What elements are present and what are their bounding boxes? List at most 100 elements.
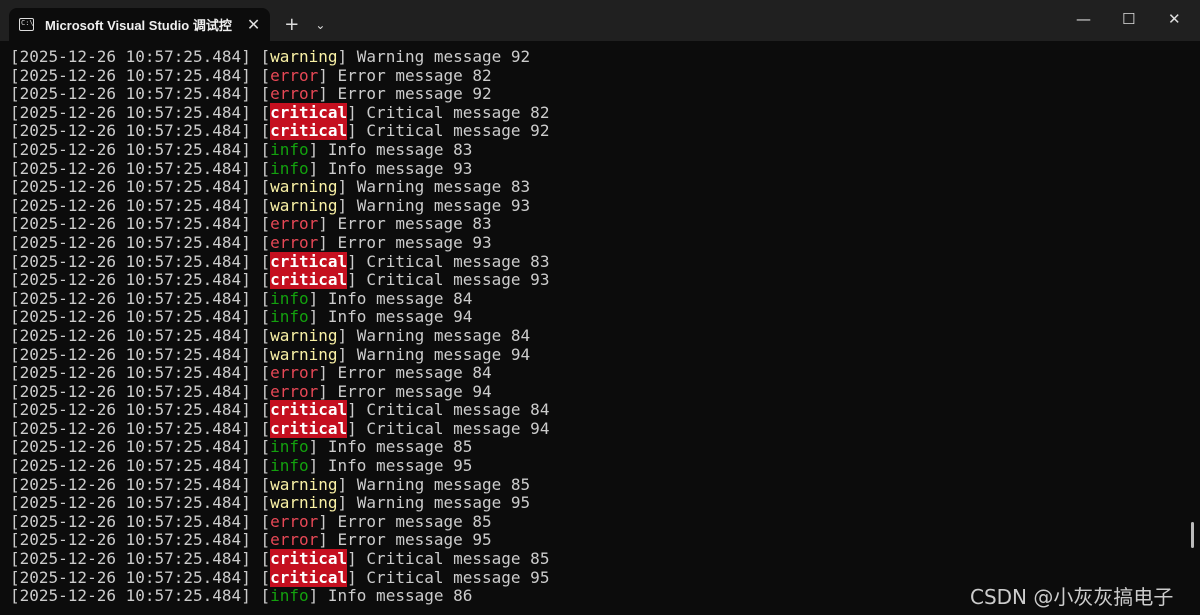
timestamp: [2025-12-26 10:57:25.484] [ [10, 158, 271, 178]
log-line: [2025-12-26 10:57:25.484] [info] Info me… [10, 307, 473, 327]
tab-debug-console[interactable]: C:\ Microsoft Visual Studio 调试控 ✕ [9, 8, 271, 41]
log-line: [2025-12-26 10:57:25.484] [warning] Warn… [10, 195, 531, 215]
level-info: info [270, 307, 309, 327]
level-critical: critical [270, 400, 348, 420]
log-message: Info message 86 [327, 586, 473, 606]
log-line: [2025-12-26 10:57:25.484] [error] Error … [10, 65, 492, 85]
log-message: Error message 84 [337, 363, 492, 383]
timestamp: [2025-12-26 10:57:25.484] [ [10, 307, 271, 327]
log-message: Info message 95 [327, 456, 473, 476]
tab-close-icon[interactable]: ✕ [246, 15, 261, 34]
level-critical: critical [270, 251, 348, 271]
minimize-button[interactable]: — [1076, 10, 1091, 28]
timestamp: [2025-12-26 10:57:25.484] [ [10, 139, 271, 159]
level-warning: warning [270, 195, 338, 215]
level-critical: critical [270, 549, 348, 569]
timestamp: [2025-12-26 10:57:25.484] [ [10, 549, 271, 569]
log-message: Critical message 92 [366, 121, 550, 141]
timestamp: [2025-12-26 10:57:25.484] [ [10, 84, 271, 104]
log-line: [2025-12-26 10:57:25.484] [critical] Cri… [10, 549, 550, 569]
level-warning: warning [270, 344, 338, 364]
timestamp: [2025-12-26 10:57:25.484] [ [10, 437, 271, 457]
log-line: [2025-12-26 10:57:25.484] [info] Info me… [10, 586, 473, 606]
log-message: Critical message 85 [366, 549, 550, 569]
log-message: Critical message 84 [366, 400, 550, 420]
log-message: Warning message 94 [356, 344, 531, 364]
close-button[interactable]: ✕ [1168, 10, 1181, 28]
timestamp: [2025-12-26 10:57:25.484] [ [10, 288, 271, 308]
timestamp: [2025-12-26 10:57:25.484] [ [10, 530, 271, 550]
timestamp: [2025-12-26 10:57:25.484] [ [10, 400, 271, 420]
title-bar: C:\ Microsoft Visual Studio 调试控 ✕ + ⌄ — … [0, 0, 1200, 41]
log-message: Critical message 83 [366, 251, 550, 271]
log-line: [2025-12-26 10:57:25.484] [error] Error … [10, 232, 492, 252]
log-message: Error message 83 [337, 214, 492, 234]
log-message: Error message 85 [337, 511, 492, 531]
level-info: info [270, 139, 309, 159]
console-icon: C:\ [19, 18, 34, 31]
watermark: CSDN @小灰灰搞电子 [970, 585, 1174, 609]
new-tab-button[interactable]: + [284, 14, 300, 35]
log-message: Info message 93 [327, 158, 473, 178]
level-info: info [270, 437, 309, 457]
maximize-button[interactable]: ☐ [1122, 10, 1136, 28]
timestamp: [2025-12-26 10:57:25.484] [ [10, 121, 271, 141]
console-output: [2025-12-26 10:57:25.484] [warning] Warn… [10, 47, 550, 606]
timestamp: [2025-12-26 10:57:25.484] [ [10, 65, 271, 85]
timestamp: [2025-12-26 10:57:25.484] [ [10, 493, 271, 513]
timestamp: [2025-12-26 10:57:25.484] [ [10, 47, 271, 66]
log-line: [2025-12-26 10:57:25.484] [error] Error … [10, 363, 492, 383]
level-warning: warning [270, 47, 338, 66]
log-line: [2025-12-26 10:57:25.484] [error] Error … [10, 214, 492, 234]
scrollbar[interactable] [1191, 522, 1194, 548]
timestamp: [2025-12-26 10:57:25.484] [ [10, 232, 271, 252]
log-line: [2025-12-26 10:57:25.484] [warning] Warn… [10, 474, 531, 494]
level-warning: warning [270, 474, 338, 494]
level-error: error [270, 232, 319, 252]
timestamp: [2025-12-26 10:57:25.484] [ [10, 456, 271, 476]
timestamp: [2025-12-26 10:57:25.484] [ [10, 344, 271, 364]
level-info: info [270, 586, 309, 606]
log-message: Warning message 92 [356, 47, 531, 66]
log-line: [2025-12-26 10:57:25.484] [info] Info me… [10, 158, 473, 178]
log-line: [2025-12-26 10:57:25.484] [critical] Cri… [10, 251, 550, 271]
log-line: [2025-12-26 10:57:25.484] [warning] Warn… [10, 47, 531, 66]
log-line: [2025-12-26 10:57:25.484] [info] Info me… [10, 288, 473, 308]
timestamp: [2025-12-26 10:57:25.484] [ [10, 363, 271, 383]
timestamp: [2025-12-26 10:57:25.484] [ [10, 214, 271, 234]
timestamp: [2025-12-26 10:57:25.484] [ [10, 381, 271, 401]
log-message: Error message 82 [337, 65, 492, 85]
level-critical: critical [270, 567, 348, 587]
chevron-down-icon[interactable]: ⌄ [315, 17, 326, 32]
level-critical: critical [270, 102, 348, 122]
log-line: [2025-12-26 10:57:25.484] [info] Info me… [10, 456, 473, 476]
log-line: [2025-12-26 10:57:25.484] [info] Info me… [10, 139, 473, 159]
log-line: [2025-12-26 10:57:25.484] [error] Error … [10, 381, 492, 401]
timestamp: [2025-12-26 10:57:25.484] [ [10, 586, 271, 606]
level-info: info [270, 456, 309, 476]
log-line: [2025-12-26 10:57:25.484] [warning] Warn… [10, 493, 531, 513]
timestamp: [2025-12-26 10:57:25.484] [ [10, 567, 271, 587]
level-critical: critical [270, 418, 348, 438]
log-message: Warning message 85 [356, 474, 531, 494]
log-message: Info message 85 [327, 437, 473, 457]
timestamp: [2025-12-26 10:57:25.484] [ [10, 474, 271, 494]
log-message: Error message 95 [337, 530, 492, 550]
level-error: error [270, 511, 319, 531]
log-message: Info message 84 [327, 288, 473, 308]
log-line: [2025-12-26 10:57:25.484] [critical] Cri… [10, 567, 550, 587]
log-line: [2025-12-26 10:57:25.484] [info] Info me… [10, 437, 473, 457]
log-message: Critical message 94 [366, 418, 550, 438]
level-info: info [270, 288, 309, 308]
log-line: [2025-12-26 10:57:25.484] [critical] Cri… [10, 102, 550, 122]
level-warning: warning [270, 325, 338, 345]
log-message: Warning message 83 [356, 177, 531, 197]
level-error: error [270, 84, 319, 104]
log-line: [2025-12-26 10:57:25.484] [critical] Cri… [10, 121, 550, 141]
log-message: Warning message 84 [356, 325, 531, 345]
log-message: Warning message 95 [356, 493, 531, 513]
log-message: Info message 83 [327, 139, 473, 159]
log-message: Error message 94 [337, 381, 492, 401]
timestamp: [2025-12-26 10:57:25.484] [ [10, 195, 271, 215]
timestamp: [2025-12-26 10:57:25.484] [ [10, 270, 271, 290]
